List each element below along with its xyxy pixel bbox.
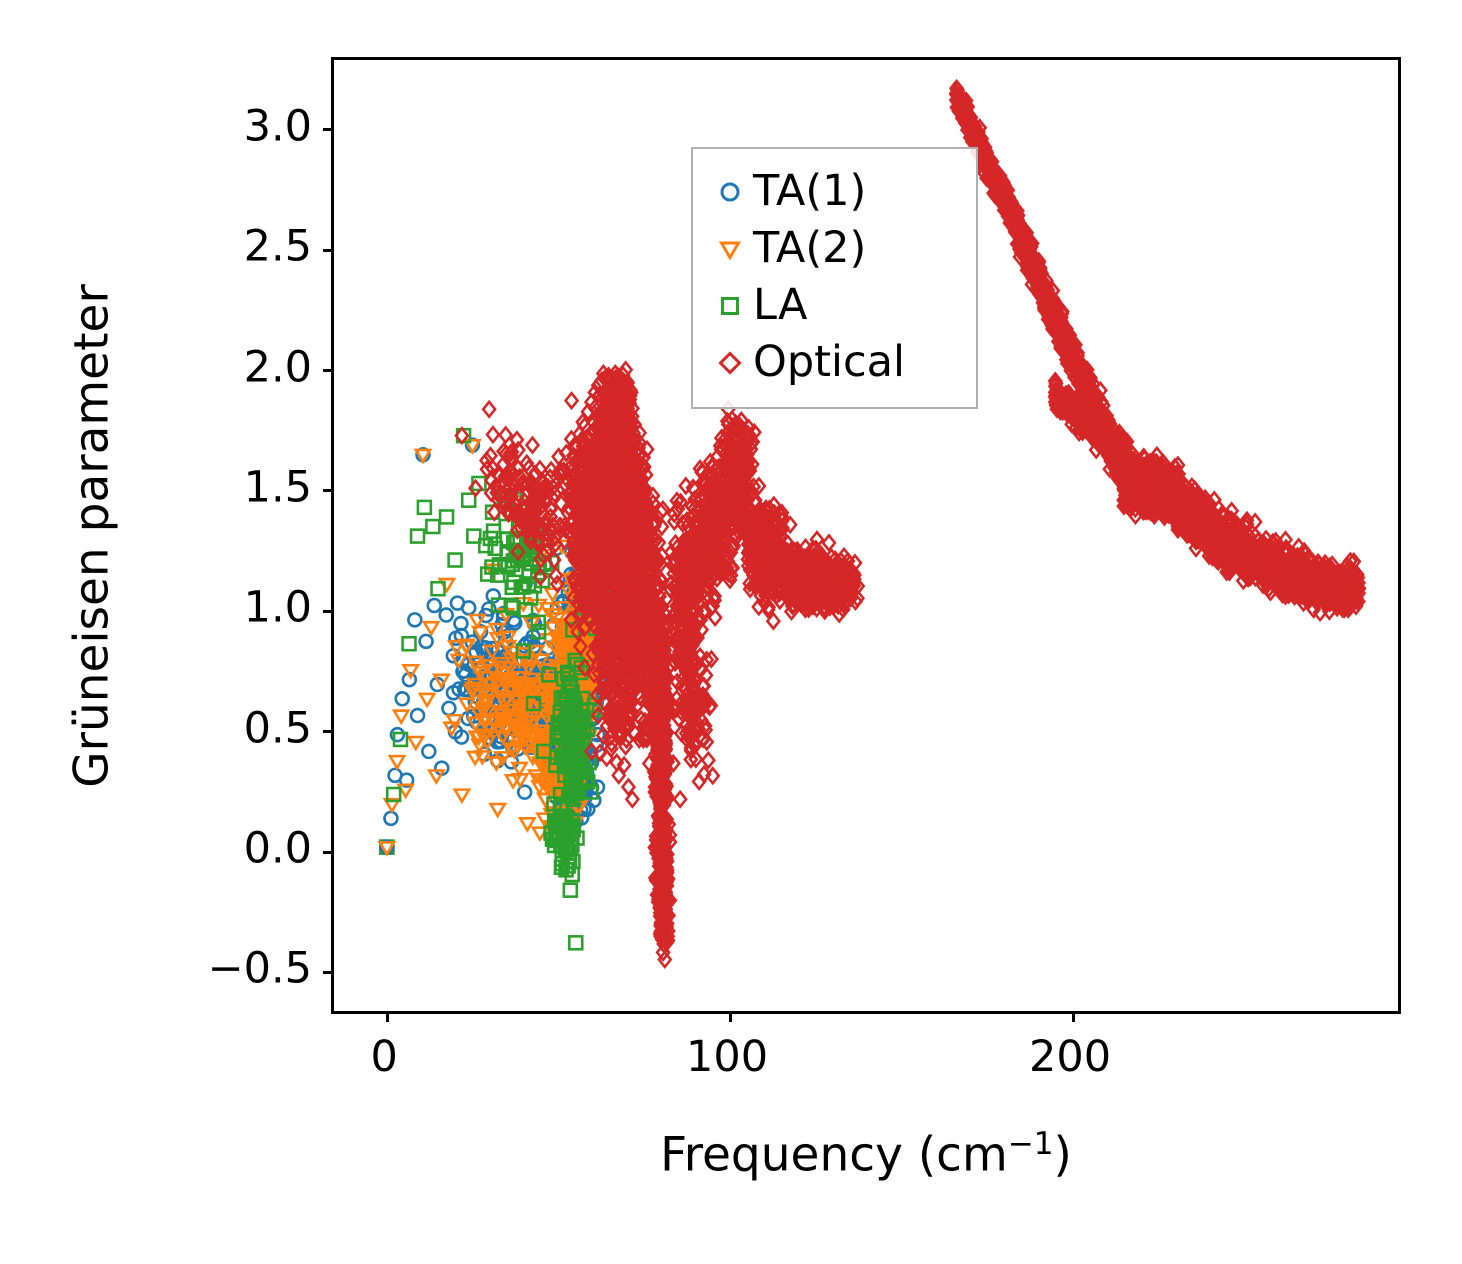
legend-item-ta1[interactable]: TA(1) <box>707 163 960 220</box>
y-tick-label-7: −0.5 <box>207 943 312 994</box>
y-tick-6 <box>323 850 334 854</box>
y-tick-label-5: 0.5 <box>243 703 312 754</box>
triangle-down-marker-icon <box>707 234 753 264</box>
x-tick-1 <box>728 1011 732 1022</box>
legend-item-la[interactable]: LA <box>707 277 960 334</box>
x-tick-label-0: 0 <box>370 1032 398 1082</box>
y-tick-5 <box>323 730 334 734</box>
y-tick-label-1: 2.5 <box>243 221 312 272</box>
x-tick-label-2: 200 <box>1029 1032 1112 1082</box>
legend-item-optical[interactable]: Optical <box>707 334 960 391</box>
legend-item-ta2[interactable]: TA(2) <box>707 220 960 277</box>
legend: TA(1) TA(2) LA Optical <box>691 147 978 409</box>
y-axis-label-text: Grüneisen parameter <box>64 283 120 788</box>
x-axis-label: Frequency (cm−1) <box>331 1128 1401 1180</box>
y-tick-2 <box>323 369 334 373</box>
x-axis-label-exponent: −1 <box>1007 1126 1054 1162</box>
y-tick-0 <box>323 128 334 132</box>
x-axis-label-paren: ) <box>1053 1127 1072 1183</box>
square-marker-icon <box>707 291 753 321</box>
x-tick-2 <box>1071 1011 1075 1022</box>
plot-axes: TA(1) TA(2) LA Optical <box>323 57 1401 1022</box>
x-tick-0 <box>385 1011 389 1022</box>
legend-label-optical: Optical <box>753 337 905 387</box>
y-tick-3 <box>323 489 334 493</box>
x-axis-label-text: Frequency (cm <box>660 1127 1008 1183</box>
x-tick-label-1: 100 <box>686 1032 769 1082</box>
scatter-plot-canvas <box>377 78 1367 970</box>
y-tick-1 <box>323 248 334 252</box>
circle-marker-icon <box>707 177 753 207</box>
diamond-marker-icon <box>707 348 753 378</box>
y-tick-label-0: 3.0 <box>243 101 312 152</box>
legend-label-ta2: TA(2) <box>753 223 867 273</box>
y-tick-7 <box>323 970 334 974</box>
legend-label-ta1: TA(1) <box>753 166 867 216</box>
y-axis-label: Grüneisen parameter <box>62 57 122 1014</box>
y-tick-label-4: 1.0 <box>243 582 312 633</box>
y-tick-label-2: 2.0 <box>243 342 312 393</box>
y-tick-label-3: 1.5 <box>243 462 312 513</box>
legend-label-la: LA <box>753 280 808 330</box>
y-tick-4 <box>323 609 334 613</box>
y-tick-label-6: 0.0 <box>243 823 312 874</box>
